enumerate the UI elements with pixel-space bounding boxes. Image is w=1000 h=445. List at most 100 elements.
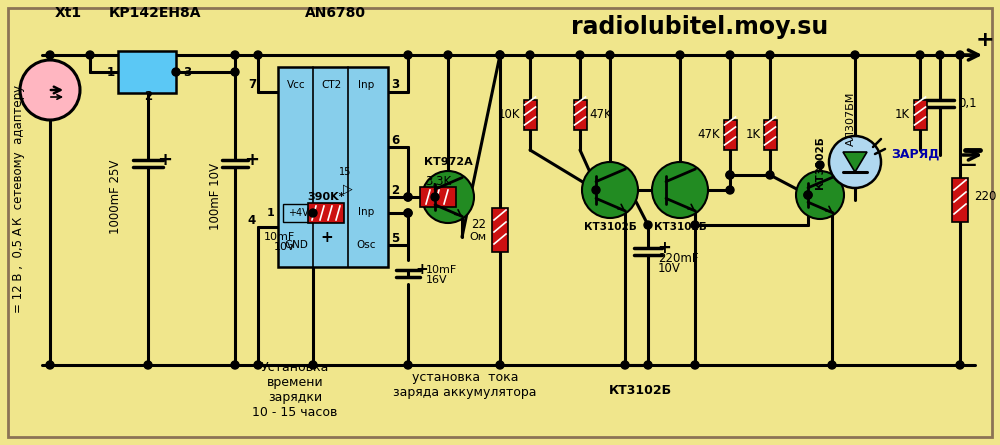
Circle shape: [726, 51, 734, 59]
Circle shape: [526, 51, 534, 59]
Circle shape: [829, 136, 881, 188]
Circle shape: [652, 162, 708, 218]
Text: Vcc: Vcc: [287, 80, 305, 90]
Text: КР142ЕН8А: КР142ЕН8А: [109, 6, 201, 20]
Text: КТ3102Б: КТ3102Б: [608, 384, 672, 396]
Circle shape: [404, 209, 412, 217]
Circle shape: [254, 51, 262, 59]
Circle shape: [86, 51, 94, 59]
Circle shape: [231, 361, 239, 369]
Text: 4: 4: [248, 214, 256, 227]
Text: 0,1: 0,1: [958, 97, 977, 109]
FancyBboxPatch shape: [524, 100, 536, 130]
Circle shape: [726, 171, 734, 179]
Circle shape: [644, 221, 652, 229]
Text: КТ3102Б: КТ3102Б: [584, 222, 636, 232]
Text: Установка
времени
зарядки
10 - 15 часов: Установка времени зарядки 10 - 15 часов: [252, 361, 338, 419]
Circle shape: [766, 171, 774, 179]
Text: CT2: CT2: [321, 80, 341, 90]
Circle shape: [956, 361, 964, 369]
Text: 220: 220: [974, 190, 996, 203]
Circle shape: [20, 60, 80, 120]
Text: 5: 5: [391, 231, 399, 244]
Text: Inp: Inp: [358, 80, 374, 90]
Circle shape: [431, 193, 439, 201]
Circle shape: [804, 191, 812, 199]
Circle shape: [644, 361, 652, 369]
Text: 10V: 10V: [658, 262, 681, 275]
Text: +: +: [976, 30, 994, 50]
Text: 3: 3: [183, 65, 191, 78]
Text: КТ3102Б: КТ3102Б: [654, 222, 706, 232]
Circle shape: [804, 191, 812, 199]
Circle shape: [582, 162, 638, 218]
Text: 7: 7: [248, 78, 256, 92]
FancyBboxPatch shape: [308, 203, 344, 223]
Text: Osc: Osc: [356, 240, 376, 250]
Circle shape: [726, 186, 734, 194]
Circle shape: [404, 51, 412, 59]
FancyBboxPatch shape: [492, 208, 508, 252]
FancyBboxPatch shape: [574, 100, 586, 130]
Text: +: +: [416, 263, 428, 278]
Text: КТ972А: КТ972А: [424, 157, 472, 167]
Circle shape: [676, 51, 684, 59]
Circle shape: [621, 361, 629, 369]
FancyBboxPatch shape: [278, 67, 388, 267]
Circle shape: [816, 161, 824, 169]
Circle shape: [444, 51, 452, 59]
Circle shape: [726, 171, 734, 179]
Circle shape: [496, 51, 504, 59]
Polygon shape: [843, 152, 867, 172]
FancyBboxPatch shape: [420, 187, 456, 207]
Circle shape: [766, 51, 774, 59]
Circle shape: [496, 361, 504, 369]
Circle shape: [231, 51, 239, 59]
FancyBboxPatch shape: [764, 120, 776, 150]
Text: 1K: 1K: [895, 109, 910, 121]
Circle shape: [46, 51, 54, 59]
FancyBboxPatch shape: [724, 120, 736, 150]
Text: 16V: 16V: [426, 275, 448, 285]
Circle shape: [592, 186, 600, 194]
Text: 220mF: 220mF: [658, 251, 698, 264]
Text: Ом: Ом: [469, 232, 486, 242]
FancyBboxPatch shape: [952, 178, 968, 222]
Text: 2: 2: [391, 183, 399, 197]
Text: +: +: [321, 230, 333, 244]
Circle shape: [691, 221, 699, 229]
Text: установка  тока
заряда аккумулятора: установка тока заряда аккумулятора: [393, 371, 537, 399]
Circle shape: [404, 193, 412, 201]
Circle shape: [231, 68, 239, 76]
Text: 100mF 10V: 100mF 10V: [209, 163, 222, 231]
FancyBboxPatch shape: [118, 51, 176, 93]
Circle shape: [404, 209, 412, 217]
Circle shape: [851, 51, 859, 59]
Circle shape: [956, 51, 964, 59]
Text: К  сетевому  адаптеру: К сетевому адаптеру: [12, 85, 25, 225]
Text: Inp: Inp: [358, 207, 374, 217]
Text: 2: 2: [144, 90, 152, 104]
Text: AN6780: AN6780: [305, 6, 366, 20]
Text: ▷: ▷: [343, 182, 353, 195]
Text: GND: GND: [284, 240, 308, 250]
Text: +: +: [657, 239, 671, 257]
Text: 1K: 1K: [745, 129, 761, 142]
Text: 10mF: 10mF: [264, 232, 295, 242]
Text: 1000mF 25V: 1000mF 25V: [109, 160, 122, 234]
Text: ЗАРЯД: ЗАРЯД: [891, 147, 939, 161]
Text: 10V: 10V: [273, 242, 295, 252]
Text: = 12 В ,  0,5 А: = 12 В , 0,5 А: [12, 227, 25, 313]
Circle shape: [936, 51, 944, 59]
FancyBboxPatch shape: [914, 100, 926, 130]
Text: 6: 6: [391, 134, 399, 146]
Circle shape: [144, 361, 152, 369]
Text: 1: 1: [266, 208, 274, 218]
Circle shape: [576, 51, 584, 59]
Circle shape: [309, 209, 317, 217]
Text: 47K: 47K: [590, 109, 612, 121]
Text: 47K: 47K: [698, 129, 720, 142]
Text: +: +: [158, 151, 173, 169]
Circle shape: [496, 51, 504, 59]
Circle shape: [309, 361, 317, 369]
